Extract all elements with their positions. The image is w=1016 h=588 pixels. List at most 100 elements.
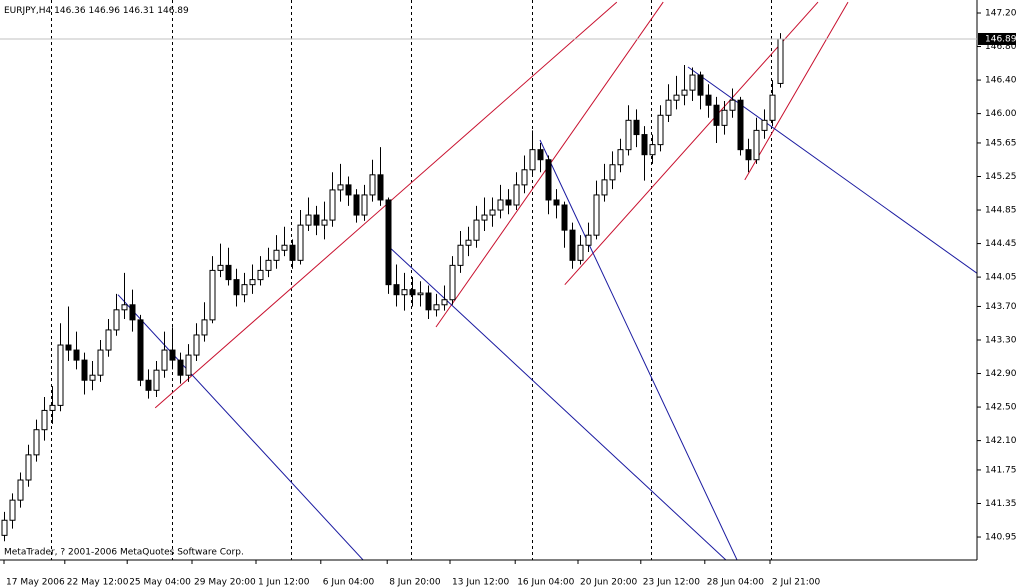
candle-body bbox=[289, 244, 296, 261]
y-tick-label: 144.45 bbox=[985, 239, 1016, 249]
trend-lines bbox=[117, 1, 977, 560]
candle-body bbox=[393, 284, 400, 296]
x-tick-label: 8 Jun 20:00 bbox=[389, 578, 441, 588]
candle-body bbox=[593, 194, 600, 236]
x-tick-label: 2 Jul 21:00 bbox=[772, 578, 821, 588]
candle-body bbox=[641, 134, 648, 156]
candle-body bbox=[121, 304, 128, 311]
y-tick-label: 146.00 bbox=[985, 109, 1016, 119]
candle-body bbox=[761, 119, 768, 131]
candle-body bbox=[625, 119, 632, 151]
candle-body bbox=[233, 279, 240, 296]
candle-body bbox=[705, 94, 712, 106]
candle-body bbox=[177, 359, 184, 376]
candles bbox=[1, 33, 784, 542]
candle-body bbox=[17, 479, 24, 501]
candle-body bbox=[57, 344, 64, 406]
candle-body bbox=[449, 264, 456, 301]
candle-body bbox=[521, 169, 528, 186]
candle-body bbox=[601, 179, 608, 196]
candle-body bbox=[681, 89, 688, 96]
candle-body bbox=[161, 349, 168, 371]
candle-body bbox=[321, 219, 328, 226]
x-tick-label: 1 Jun 12:00 bbox=[258, 578, 310, 588]
y-tick-label: 142.50 bbox=[985, 403, 1016, 413]
candle-body bbox=[257, 269, 264, 281]
candle-body bbox=[201, 319, 208, 336]
candle-body bbox=[153, 369, 160, 391]
candle-body bbox=[361, 194, 368, 216]
y-tick-label: 144.85 bbox=[985, 206, 1016, 216]
y-tick-label: 142.90 bbox=[985, 369, 1016, 379]
candle-body bbox=[585, 234, 592, 246]
candle-body bbox=[513, 184, 520, 206]
candle-body bbox=[97, 349, 104, 376]
candle-body bbox=[385, 199, 392, 286]
x-tick-label: 6 Jun 04:00 bbox=[323, 578, 375, 588]
candle-body bbox=[217, 264, 224, 271]
candle-body bbox=[113, 309, 120, 331]
candle-body bbox=[249, 279, 256, 286]
candle-body bbox=[313, 214, 320, 226]
candle-body bbox=[481, 214, 488, 221]
candle-body bbox=[345, 184, 352, 196]
price-tag-label: 146.89 bbox=[985, 34, 1016, 44]
candle-body bbox=[281, 244, 288, 251]
candle-body bbox=[657, 114, 664, 146]
symbol: EURJPY,H4 bbox=[4, 6, 52, 16]
candle-body bbox=[721, 109, 728, 126]
y-tick-label: 143.70 bbox=[985, 302, 1016, 312]
y-tick-label: 147.20 bbox=[985, 8, 1016, 18]
candle-body bbox=[193, 334, 200, 356]
x-tick-label: 23 Jun 12:00 bbox=[643, 578, 700, 588]
candle-body bbox=[409, 289, 416, 296]
candle-body bbox=[81, 359, 88, 381]
candle-body bbox=[297, 224, 304, 261]
candle-body bbox=[561, 204, 568, 231]
axes: 147.20 146.80 146.40 146.00 145.65 145.25 144.… bbox=[0, 8, 1016, 588]
trend-line bbox=[744, 1, 849, 181]
low: 146.31 bbox=[123, 6, 155, 16]
candle-body bbox=[369, 174, 376, 196]
candle-body bbox=[577, 244, 584, 261]
candle-body bbox=[537, 149, 544, 161]
candle-body bbox=[273, 249, 280, 261]
candle-body bbox=[545, 159, 552, 201]
candle-body bbox=[553, 199, 560, 206]
y-tick-label: 144.05 bbox=[985, 273, 1016, 283]
candle-body bbox=[225, 264, 232, 281]
candle-body bbox=[9, 499, 16, 521]
candle-body bbox=[241, 284, 248, 296]
candle-body bbox=[457, 244, 464, 266]
trend-line bbox=[117, 294, 364, 560]
x-tick-label: 22 May 12:00 bbox=[67, 578, 129, 588]
candle-body bbox=[777, 38, 784, 84]
candle-body bbox=[401, 289, 408, 296]
candle-body bbox=[185, 354, 192, 376]
y-tick-label: 142.10 bbox=[985, 436, 1016, 446]
high: 146.96 bbox=[89, 6, 121, 16]
candle-body bbox=[489, 209, 496, 216]
x-tick-label: 17 May 2006 bbox=[6, 578, 65, 588]
candle-body bbox=[673, 94, 680, 101]
x-tick-label: 16 Jun 04:00 bbox=[517, 578, 574, 588]
candle-body bbox=[49, 404, 56, 411]
y-tick-label: 145.65 bbox=[985, 138, 1016, 148]
y-tick-label: 145.25 bbox=[985, 172, 1016, 182]
trend-line bbox=[539, 139, 738, 560]
x-tick-label: 29 May 20:00 bbox=[194, 578, 256, 588]
y-tick-label: 146.80 bbox=[985, 42, 1016, 52]
candle-body bbox=[129, 304, 136, 321]
candle-body bbox=[417, 292, 424, 296]
candle-body bbox=[609, 164, 616, 181]
candle-body bbox=[769, 94, 776, 121]
candle-body bbox=[105, 329, 112, 351]
candle-body bbox=[617, 149, 624, 166]
x-tick-label: 25 May 04:00 bbox=[129, 578, 191, 588]
candle-body bbox=[89, 374, 96, 381]
candle-body bbox=[441, 299, 448, 306]
trend-line bbox=[687, 66, 977, 274]
candle-body bbox=[73, 349, 80, 361]
open: 146.36 bbox=[54, 6, 86, 16]
header: EURJPY,H4 146.36 146.96 146.31 146.89 bbox=[4, 6, 189, 16]
